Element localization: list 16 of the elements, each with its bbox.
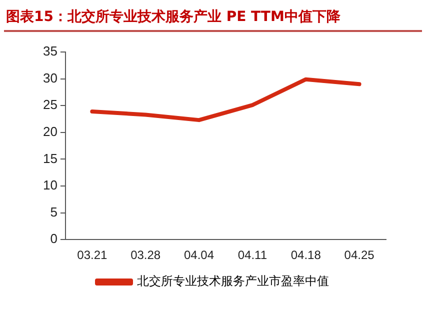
x-tick-label: 04.25 xyxy=(344,248,375,262)
x-tick-label: 04.11 xyxy=(238,248,268,262)
y-tick-label: 25 xyxy=(42,97,58,112)
x-tick-label: 03.21 xyxy=(77,248,108,262)
chart-title: 图表15：北交所专业技术服务产业 PE TTM中值下降 xyxy=(5,8,342,27)
legend-label: 北交所专业技术服务产业市盈率中值 xyxy=(137,274,329,288)
x-tick-label: 04.04 xyxy=(184,248,214,262)
x-tick-label: 03.28 xyxy=(130,248,161,262)
y-tick-label: 5 xyxy=(50,204,58,220)
y-tick-label: 30 xyxy=(42,70,58,86)
y-tick-label: 20 xyxy=(42,124,58,139)
y-tick-label: 35 xyxy=(42,44,58,59)
y-tick-label: 0 xyxy=(50,231,58,246)
y-tick-label: 15 xyxy=(42,150,58,166)
x-tick-label: 04.18 xyxy=(290,248,322,262)
y-tick-label: 10 xyxy=(42,178,58,193)
